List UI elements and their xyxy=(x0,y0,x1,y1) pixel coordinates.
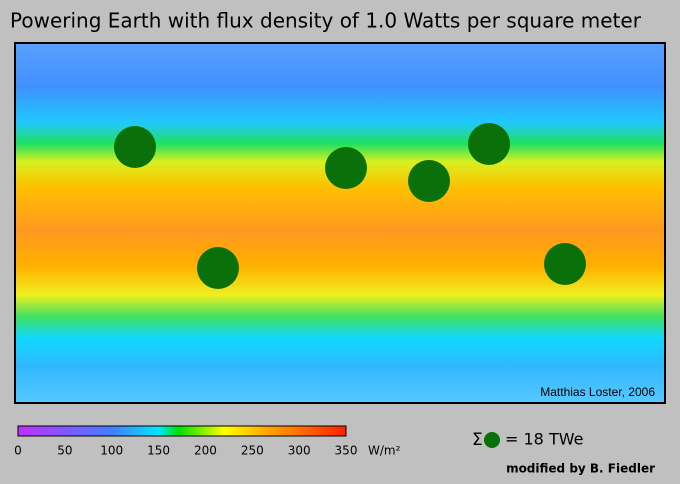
colorbar-tick-label: 350 xyxy=(335,444,358,458)
colorbar-scale xyxy=(17,425,347,437)
footer: modified by B. Fiedler xyxy=(506,462,655,476)
site-marker xyxy=(197,247,239,289)
colorbar-tick-label: 0 xyxy=(14,444,22,458)
colorbar-tick-label: 200 xyxy=(194,444,217,458)
legend: Σ = 18 TWe xyxy=(472,430,583,451)
colorbar-tick-label: 150 xyxy=(147,444,170,458)
site-marker xyxy=(544,243,586,285)
credit: Matthias Loster, 2006 xyxy=(540,385,655,399)
legend-symbol: Σ xyxy=(472,430,483,450)
sites xyxy=(114,123,586,289)
map-background xyxy=(14,42,666,404)
colorbar: W/m² 0 50 100 150 200 250 300 350 xyxy=(14,425,401,458)
colorbar-tick-label: 50 xyxy=(57,444,72,458)
colorbar-tick-label: 250 xyxy=(241,444,264,458)
map: Matthias Loster, 2006 xyxy=(14,42,666,404)
colorbar-unit: W/m² xyxy=(368,444,401,458)
site-marker xyxy=(114,126,156,168)
site-marker xyxy=(408,160,450,202)
colorbar-tick-label: 100 xyxy=(100,444,123,458)
title: Powering Earth with flux density of 1.0 … xyxy=(10,9,642,33)
colorbar-tick-label: 300 xyxy=(288,444,311,458)
site-marker xyxy=(325,147,367,189)
legend-marker xyxy=(484,432,500,448)
site-marker xyxy=(468,123,510,165)
legend-text: = 18 TWe xyxy=(505,430,583,449)
